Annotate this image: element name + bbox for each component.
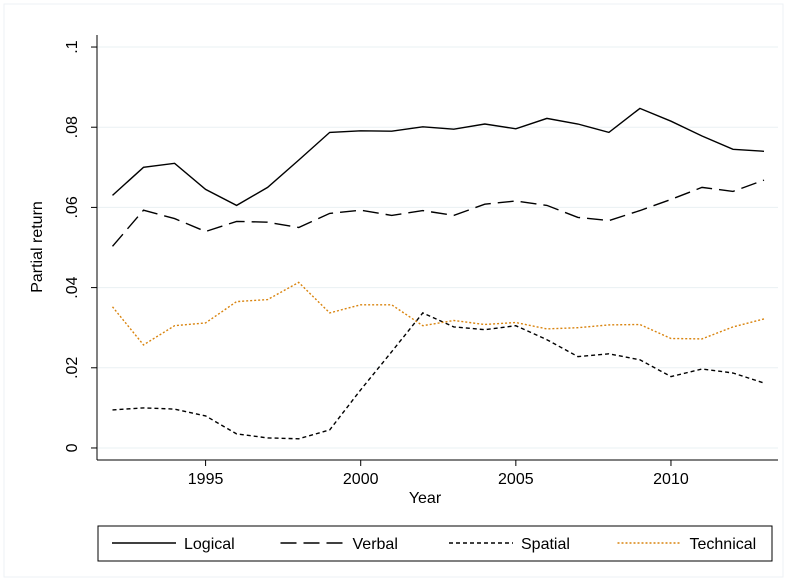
y-axis-title: Partial return [29, 201, 46, 293]
legend-label: Verbal [353, 536, 398, 553]
series-line [112, 107, 765, 207]
x-tick-label: 2005 [498, 471, 534, 488]
series-line [111, 281, 765, 346]
legend-label: Logical [184, 536, 235, 553]
y-tick-label: .1 [64, 40, 81, 53]
x-tick-label: 2000 [343, 471, 379, 488]
x-tick-label: 2010 [653, 471, 689, 488]
background [3, 3, 784, 578]
y-tick-label: .06 [64, 196, 81, 218]
x-tick-label: 1995 [188, 471, 224, 488]
y-tick-label: .02 [64, 357, 81, 379]
y-tick-label: .08 [64, 116, 81, 138]
series-line [111, 179, 765, 247]
y-tick-label: .04 [64, 276, 81, 298]
legend-label: Spatial [521, 536, 570, 553]
legend-label: Technical [690, 536, 757, 553]
y-tick-label: 0 [64, 443, 81, 452]
x-axis-title: Year [409, 490, 442, 507]
legend-box [97, 525, 773, 562]
